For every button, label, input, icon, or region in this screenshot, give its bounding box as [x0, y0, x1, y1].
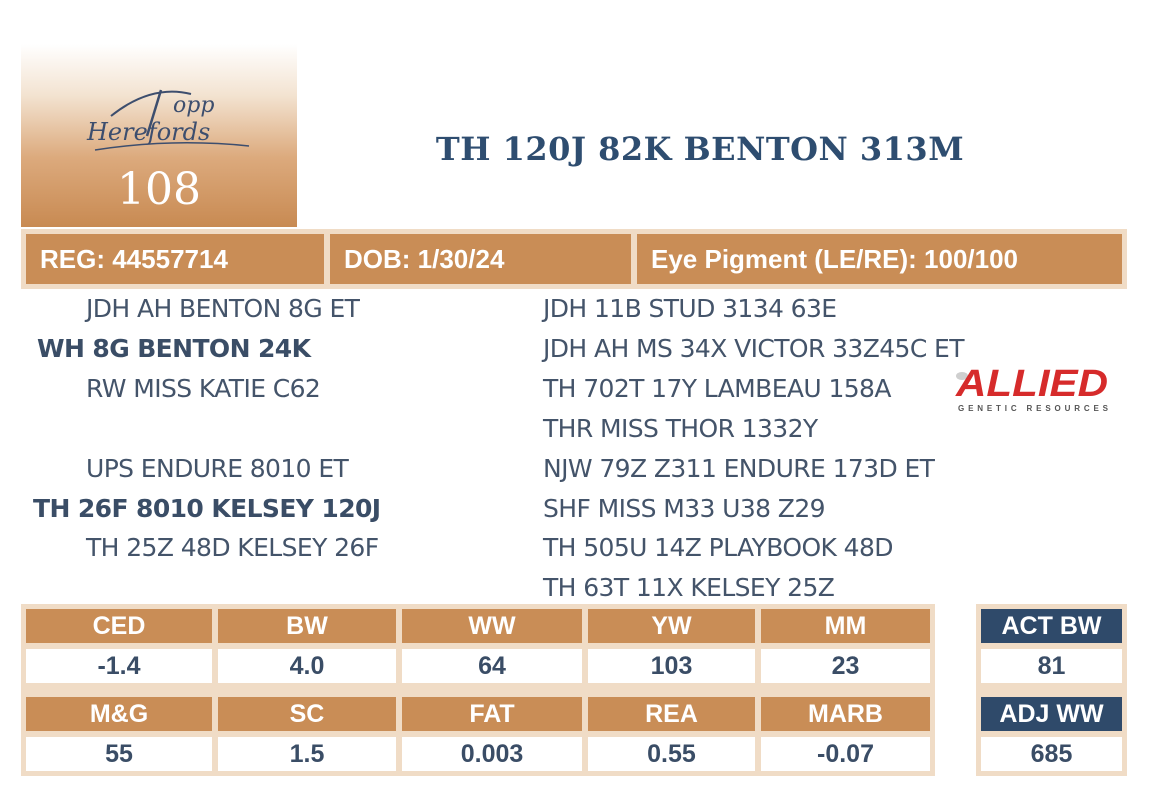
pedigree-sire: WH 8G BENTON 24K — [37, 334, 311, 363]
pedigree-right-line: TH 702T 17Y LAMBEAU 158A — [543, 374, 891, 403]
svg-text:opp: opp — [173, 93, 214, 118]
epd-value-mm: 23 — [761, 649, 930, 683]
epd-value-yw: 103 — [588, 649, 755, 683]
epd-value-bw: 4.0 — [218, 649, 396, 683]
pedigree-dam: TH 26F 8010 KELSEY 120J — [33, 494, 381, 523]
epd-header-bw: BW — [218, 609, 396, 643]
epd-header-ww: WW — [402, 609, 582, 643]
info-bar: REG: 44557714 DOB: 1/30/24 Eye Pigment (… — [21, 229, 1127, 289]
allied-genetic-resources-logo: ALLIED GENETIC RESOURCES — [955, 363, 1109, 413]
act-bw-label: ACT BW — [981, 609, 1122, 643]
epd-header-yw: YW — [588, 609, 755, 643]
act-bw-value: 81 — [981, 649, 1122, 683]
epd-header-rea: REA — [588, 697, 755, 731]
epd-header-fat: FAT — [402, 697, 582, 731]
pedigree-right-line: SHF MISS M33 U38 Z29 — [543, 494, 826, 523]
epd-header-mm: MM — [761, 609, 930, 643]
svg-text:ALLIED: ALLIED — [955, 363, 1108, 405]
pedigree-dam-dam: TH 25Z 48D KELSEY 26F — [86, 533, 379, 562]
pedigree-right-line: JDH AH MS 34X VICTOR 33Z45C ET — [543, 334, 965, 363]
lot-number: 108 — [117, 164, 201, 215]
epd-header-sc: SC — [218, 697, 396, 731]
pedigree-right-line: TH 505U 14Z PLAYBOOK 48D — [543, 533, 894, 562]
epd-value-ww: 64 — [402, 649, 582, 683]
epd-table: CED BW WW YW MM -1.4 4.0 64 103 23 M&G S… — [21, 604, 935, 776]
epd-value-marb: -0.07 — [761, 737, 930, 771]
epd-header-ced: CED — [26, 609, 212, 643]
epd-value-sc: 1.5 — [218, 737, 396, 771]
epd-value-fat: 0.003 — [402, 737, 582, 771]
pedigree-sire-sire: JDH AH BENTON 8G ET — [86, 294, 360, 323]
actuals-table: ACT BW 81 ADJ WW 685 — [976, 604, 1127, 776]
animal-name: TH 120J 82K BENTON 313M — [435, 130, 965, 168]
lot-badge: opp Herefords 108 — [21, 44, 297, 227]
adj-ww-label: ADJ WW — [981, 697, 1122, 731]
epd-value-rea: 0.55 — [588, 737, 755, 771]
pedigree-right-line: TH 63T 11X KELSEY 25Z — [543, 573, 835, 602]
pedigree-sire-dam: RW MISS KATIE C62 — [86, 374, 321, 403]
svg-text:Herefords: Herefords — [86, 118, 210, 146]
pedigree-right-line: NJW 79Z Z311 ENDURE 173D ET — [543, 454, 935, 483]
pedigree-right-line: JDH 11B STUD 3134 63E — [543, 294, 837, 323]
eye-pigment: Eye Pigment (LE/RE): 100/100 — [637, 234, 1122, 284]
registration-number: REG: 44557714 — [26, 234, 324, 284]
pedigree-dam-sire: UPS ENDURE 8010 ET — [86, 454, 349, 483]
svg-text:GENETIC RESOURCES: GENETIC RESOURCES — [958, 404, 1109, 413]
epd-value-mg: 55 — [26, 737, 212, 771]
date-of-birth: DOB: 1/30/24 — [330, 234, 631, 284]
topp-herefords-logo: opp Herefords — [86, 89, 250, 151]
epd-header-mg: M&G — [26, 697, 212, 731]
epd-value-ced: -1.4 — [26, 649, 212, 683]
epd-header-marb: MARB — [761, 697, 930, 731]
pedigree-right-line: THR MISS THOR 1332Y — [543, 414, 818, 443]
adj-ww-value: 685 — [981, 737, 1122, 771]
